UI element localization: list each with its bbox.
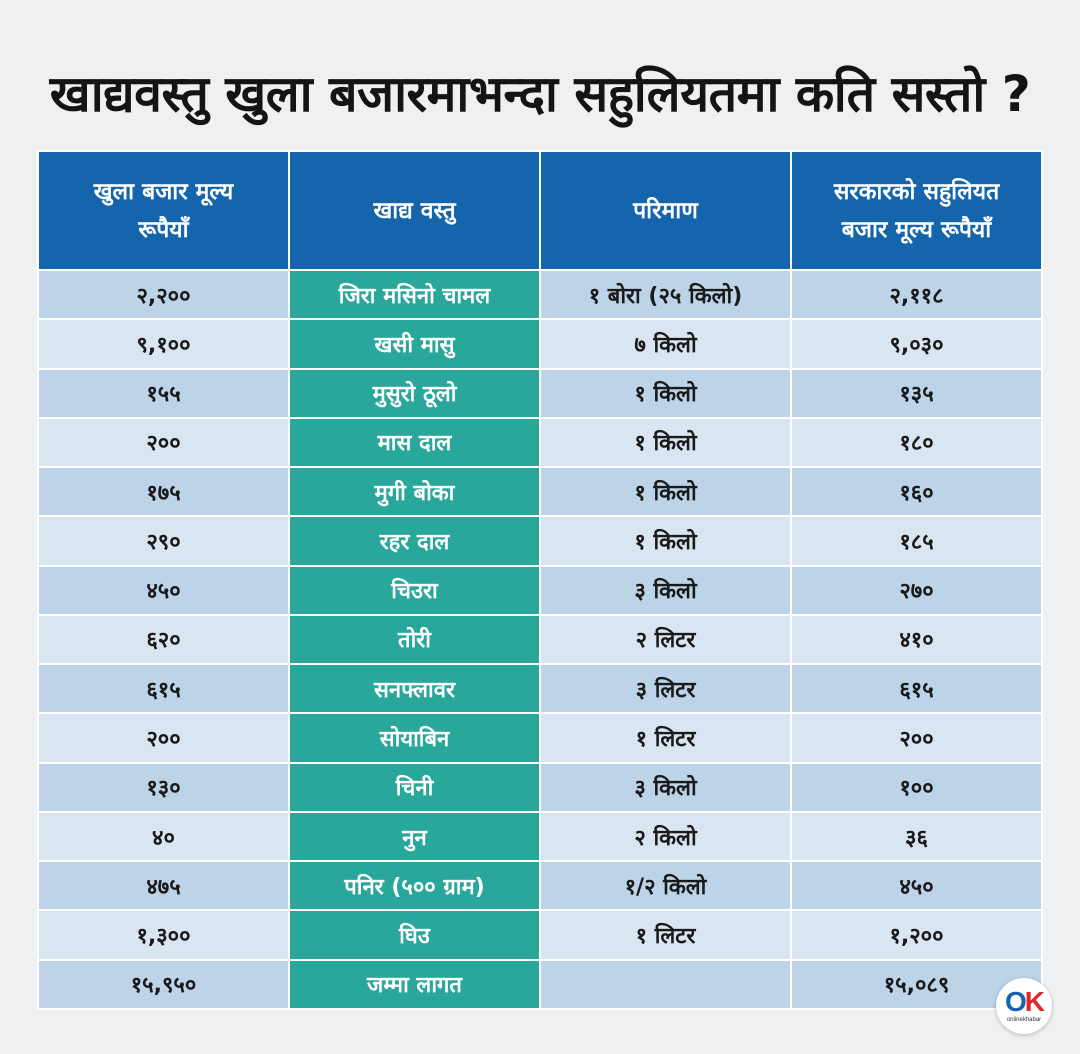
table-body: २,२०० जिरा मसिनो चामल १ बोरा (२५ किलो) २,११… xyxy=(37,268,1043,1011)
table-row: २,२०० जिरा मसिनो चामल १ बोरा (२५ किलो) २,११… xyxy=(37,268,1043,321)
cell-quantity: १ किलो xyxy=(539,367,792,419)
table-row: १,३०० घिउ १ लिटर १,२०० xyxy=(37,909,1043,961)
cell-item: मुसुरो ठूलो xyxy=(288,367,541,419)
cell-quantity: १/२ किलो xyxy=(539,860,792,912)
table-row: ४७५ पनिर (५०० ग्राम) १/२ किलो ४५० xyxy=(37,860,1043,912)
cell-item: चिउरा xyxy=(288,564,541,616)
cell-item: खसी मासु xyxy=(288,318,541,370)
onlinekhabar-logo: OK onlinekhabar xyxy=(996,978,1052,1034)
cell-item: नुन xyxy=(288,810,541,863)
cell-govt-price: १८० xyxy=(790,416,1043,469)
cell-quantity: १ लिटर xyxy=(539,712,792,764)
cell-quantity: १ बोरा (२५ किलो) xyxy=(539,268,792,321)
cell-govt-price: २०० xyxy=(790,712,1043,764)
table-row: ९,१०० खसी मासु ७ किलो ९,०३० xyxy=(37,318,1043,370)
logo-mark: OK xyxy=(1004,986,1045,1017)
table-row: २०० मास दाल १ किलो १८० xyxy=(37,416,1043,469)
cell-open-price: ९,१०० xyxy=(37,318,290,370)
header-govt-price: सरकारको सहुलियत बजार मूल्य रूपैयाँ xyxy=(790,150,1043,271)
table-row: ६२० तोरी २ लिटर ४१० xyxy=(37,613,1043,666)
cell-quantity: १ लिटर xyxy=(539,909,792,961)
cell-quantity: १ किलो xyxy=(539,416,792,469)
header-item: खाद्य वस्तु xyxy=(288,150,541,271)
cell-item: चिनी xyxy=(288,761,541,813)
cell-item: सनफ्लावर xyxy=(288,663,541,715)
cell-open-price: ६२० xyxy=(37,613,290,666)
cell-quantity xyxy=(539,958,792,1011)
cell-open-price: २,२०० xyxy=(37,268,290,321)
cell-quantity: १ किलो xyxy=(539,515,792,567)
cell-open-price: १,३०० xyxy=(37,909,290,961)
cell-govt-price: २७० xyxy=(790,564,1043,616)
cell-open-price: ४७५ xyxy=(37,860,290,912)
table-row: १७५ मुगी बोका १ किलो १६० xyxy=(37,466,1043,518)
cell-open-price: ४० xyxy=(37,810,290,863)
cell-govt-price: ४१० xyxy=(790,613,1043,666)
price-comparison-table: खुला बजार मूल्य रूपैयाँ खाद्य वस्तु परिम… xyxy=(37,150,1043,1011)
cell-open-price: २०० xyxy=(37,712,290,764)
cell-item: तोरी xyxy=(288,613,541,666)
cell-open-price: २९० xyxy=(37,515,290,567)
table-header-row: खुला बजार मूल्य रूपैयाँ खाद्य वस्तु परिम… xyxy=(37,150,1043,271)
header-quantity: परिमाण xyxy=(539,150,792,271)
total-row: १५,९५० जम्मा लागत १५,०८९ xyxy=(37,958,1043,1011)
table-row: १५५ मुसुरो ठूलो १ किलो १३५ xyxy=(37,367,1043,419)
cell-quantity: २ लिटर xyxy=(539,613,792,666)
cell-quantity: २ किलो xyxy=(539,810,792,863)
cell-open-price: ६१५ xyxy=(37,663,290,715)
table-row: २९० रहर दाल १ किलो १८५ xyxy=(37,515,1043,567)
cell-quantity: ७ किलो xyxy=(539,318,792,370)
table-row: ४० नुन २ किलो ३६ xyxy=(37,810,1043,863)
logo-wordmark: onlinekhabar xyxy=(1006,1017,1042,1023)
cell-open-price: १३० xyxy=(37,761,290,813)
cell-item: मुगी बोका xyxy=(288,466,541,518)
cell-quantity: १ किलो xyxy=(539,466,792,518)
cell-quantity: ३ किलो xyxy=(539,761,792,813)
cell-govt-price: ६१५ xyxy=(790,663,1043,715)
cell-item: सोयाबिन xyxy=(288,712,541,764)
table-row: २०० सोयाबिन १ लिटर २०० xyxy=(37,712,1043,764)
cell-govt-price: १६० xyxy=(790,466,1043,518)
cell-govt-price: १३५ xyxy=(790,367,1043,419)
cell-open-price: ४५० xyxy=(37,564,290,616)
cell-open-price: १५५ xyxy=(37,367,290,419)
cell-govt-price: ४५० xyxy=(790,860,1043,912)
cell-item: रहर दाल xyxy=(288,515,541,567)
cell-govt-price: १५,०८९ xyxy=(790,958,1043,1011)
cell-quantity: ३ किलो xyxy=(539,564,792,616)
cell-item: मास दाल xyxy=(288,416,541,469)
cell-govt-price: १०० xyxy=(790,761,1043,813)
cell-item: जिरा मसिनो चामल xyxy=(288,268,541,321)
cell-govt-price: ९,०३० xyxy=(790,318,1043,370)
cell-govt-price: १,२०० xyxy=(790,909,1043,961)
cell-open-price: १७५ xyxy=(37,466,290,518)
cell-quantity: ३ लिटर xyxy=(539,663,792,715)
cell-open-price: २०० xyxy=(37,416,290,469)
header-open-price: खुला बजार मूल्य रूपैयाँ xyxy=(37,150,290,271)
table-row: ४५० चिउरा ३ किलो २७० xyxy=(37,564,1043,616)
table-row: ६१५ सनफ्लावर ३ लिटर ६१५ xyxy=(37,663,1043,715)
page-title: खाद्यवस्तु खुला बजारमाभन्दा सहुलियतमा कत… xyxy=(49,65,1031,123)
cell-item: जम्मा लागत xyxy=(288,958,541,1011)
cell-govt-price: ३६ xyxy=(790,810,1043,863)
cell-open-price: १५,९५० xyxy=(37,958,290,1011)
cell-govt-price: १८५ xyxy=(790,515,1043,567)
cell-govt-price: २,११८ xyxy=(790,268,1043,321)
table-row: १३० चिनी ३ किलो १०० xyxy=(37,761,1043,813)
cell-item: घिउ xyxy=(288,909,541,961)
cell-item: पनिर (५०० ग्राम) xyxy=(288,860,541,912)
